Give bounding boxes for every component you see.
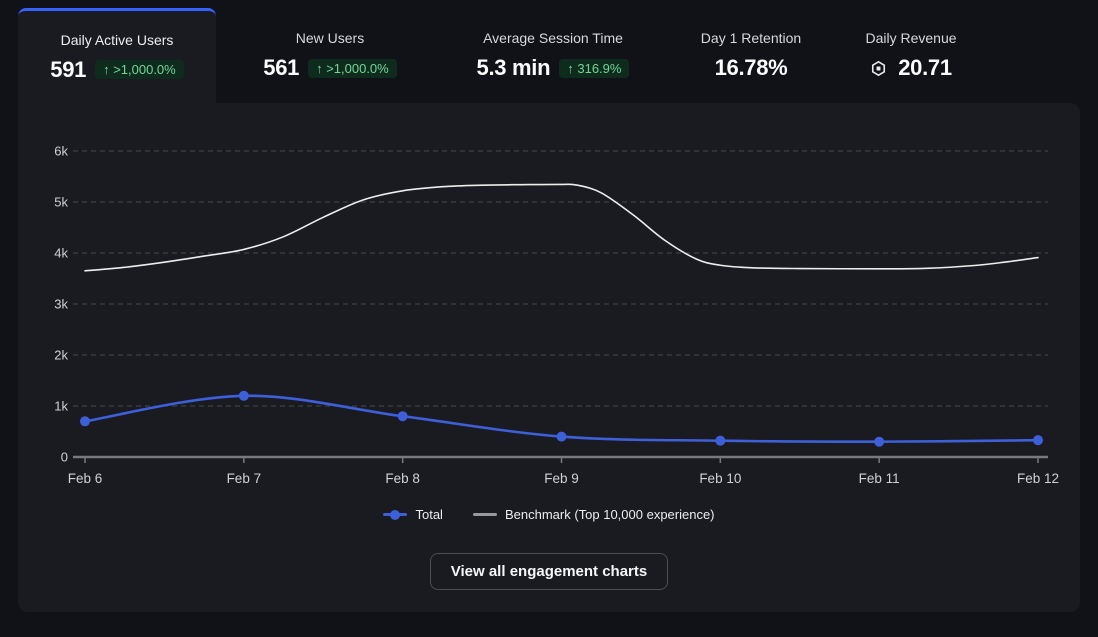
trend-badge: ↑ >1,000.0% — [308, 58, 397, 78]
x-axis-tick-label: Feb 11 — [859, 471, 900, 486]
tab-average-session-time[interactable]: Average Session Time 5.3 min ↑ 316.9% — [444, 8, 662, 103]
view-all-engagement-charts-button[interactable]: View all engagement charts — [429, 553, 669, 590]
y-axis-tick-label: 5k — [54, 195, 68, 210]
y-axis-tick-label: 1k — [54, 399, 68, 414]
y-axis-tick-label: 3k — [54, 297, 68, 312]
tab-day-1-retention[interactable]: Day 1 Retention 16.78% — [662, 8, 840, 103]
metric-value: 561 — [263, 55, 300, 80]
total-data-point[interactable] — [238, 390, 249, 401]
x-axis-tick-label: Feb 7 — [227, 471, 262, 486]
y-axis-tick-label: 2k — [54, 348, 68, 363]
metrics-tab-bar: New Users 561 ↑ >1,000.0% Average Sessio… — [216, 8, 1080, 103]
robux-icon — [870, 60, 887, 77]
tab-daily-revenue[interactable]: Daily Revenue 20.71 — [840, 8, 982, 103]
tab-label: Daily Active Users — [60, 31, 174, 48]
tab-label: New Users — [295, 30, 365, 46]
metric-value: 20.71 — [898, 55, 952, 80]
tab-new-users[interactable]: New Users 561 ↑ >1,000.0% — [216, 8, 444, 103]
total-series-marker — [383, 509, 408, 520]
x-axis-tick-label: Feb 12 — [1017, 471, 1059, 486]
x-axis-tick-label: Feb 9 — [544, 471, 579, 486]
total-data-point[interactable] — [397, 411, 408, 422]
trend-badge: ↑ >1,000.0% — [95, 60, 184, 79]
total-data-point[interactable] — [80, 416, 90, 427]
metric-value: 591 — [50, 56, 87, 82]
legend-item-total[interactable]: Total — [383, 507, 443, 522]
chart-card — [18, 103, 1080, 612]
total-data-point[interactable] — [715, 435, 726, 446]
tab-label: Day 1 Retention — [700, 30, 802, 46]
total-data-point[interactable] — [874, 436, 885, 447]
chart-legend: Total Benchmark (Top 10,000 experience) — [0, 507, 1098, 522]
legend-label: Benchmark (Top 10,000 experience) — [504, 507, 715, 522]
y-axis-tick-label: 0 — [61, 450, 68, 465]
total-data-point[interactable] — [1033, 435, 1043, 446]
y-axis-tick-label: 4k — [54, 246, 68, 261]
tab-daily-active-users[interactable]: Daily Active Users 591 ↑ >1,000.0% — [18, 8, 216, 103]
x-axis-tick-label: Feb 10 — [699, 471, 741, 486]
total-data-point[interactable] — [556, 431, 567, 442]
benchmark-line — [84, 183, 1039, 272]
engagement-line-chart: 0 1k 2k 3k 4k 5k 6k Feb 6 Feb 7 Feb 8 Feb 9 Feb 10 F… — [54, 144, 1059, 487]
x-axis-tick-label: Feb 8 — [385, 471, 420, 486]
x-axis-tick-label: Feb 6 — [68, 471, 103, 486]
button-row: View all engagement charts — [0, 553, 1098, 590]
tab-label: Average Session Time — [483, 30, 623, 46]
trend-badge: ↑ 316.9% — [559, 58, 630, 78]
benchmark-series-marker — [472, 513, 497, 516]
y-axis-tick-label: 6k — [54, 144, 68, 159]
legend-item-benchmark[interactable]: Benchmark (Top 10,000 experience) — [472, 507, 715, 522]
tab-label: Daily Revenue — [865, 30, 957, 46]
legend-label: Total — [415, 507, 443, 522]
metric-value: 16.78% — [714, 55, 788, 80]
metric-value: 5.3 min — [476, 55, 551, 80]
